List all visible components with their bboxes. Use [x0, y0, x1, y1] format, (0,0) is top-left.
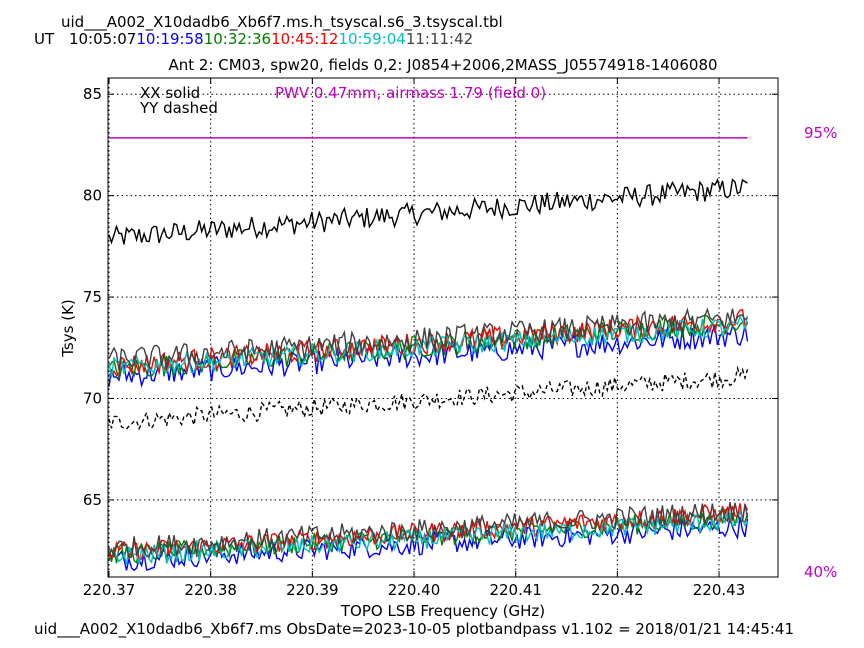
- series-10-05-07-yy: [108, 365, 749, 431]
- x-tick-label-6: 220.43: [693, 581, 746, 599]
- y-tick-label-0: 65: [83, 491, 102, 509]
- chart-title: Ant 2: CM03, spw20, fields 0,2: J0854+20…: [168, 56, 717, 75]
- ut-label: UT: [34, 30, 55, 48]
- y-tick-label-1: 70: [83, 389, 102, 407]
- series-11-11-42-xx: [108, 307, 748, 371]
- series-layer: [108, 137, 749, 572]
- ut-time-1: 10:05:07: [68, 30, 137, 48]
- ut-time-5: 10:59:04: [338, 30, 406, 48]
- series-11-11-42-yy: [108, 502, 749, 560]
- pwv-annotation: PWV 0.47mm, airmass 1.79 (field 0): [275, 84, 546, 102]
- legend-solid: XX solid: [140, 84, 200, 102]
- legend-dashed: YY dashed: [139, 99, 218, 117]
- y-tick-label-3: 80: [83, 187, 102, 205]
- filename-title: uid___A002_X10dadb6_Xb6f7.ms.h_tsyscal.s…: [61, 13, 503, 31]
- footer-text: uid___A002_X10dadb6_Xb6f7.ms ObsDate=202…: [34, 620, 794, 638]
- ut-times: 10:05:0710:19:5810:32:3610:45:1210:59:04…: [59, 30, 473, 48]
- x-tick-label-2: 220.39: [286, 581, 339, 599]
- ut-time-4: 10:45:12: [271, 30, 339, 48]
- ut-times-row: UT 10:05:0710:19:5810:32:3610:45:1210:59…: [34, 30, 473, 48]
- x-tick-label-3: 220.40: [388, 581, 441, 599]
- x-axis-label: TOPO LSB Frequency (GHz): [340, 602, 545, 620]
- atm-label-bottom: 40%: [804, 563, 837, 581]
- x-tick-label-1: 220.38: [184, 581, 237, 599]
- x-tick-label-4: 220.41: [489, 581, 542, 599]
- ut-time-2: 10:19:58: [136, 30, 204, 48]
- atm-label-top: 95%: [804, 124, 837, 142]
- x-tick-label-5: 220.42: [591, 581, 644, 599]
- ut-time-6: 11:11:42: [405, 30, 474, 48]
- y-tick-label-2: 75: [83, 288, 102, 306]
- x-tick-label-0: 220.37: [83, 581, 136, 599]
- ut-time-3: 10:32:36: [203, 30, 272, 48]
- y-axis-label: Tsys (K): [59, 299, 77, 358]
- series-10-05-07-xx: [108, 177, 748, 245]
- y-tick-label-4: 85: [83, 85, 102, 103]
- series-10-59-04-xx: [108, 315, 749, 378]
- grid-lines: [108, 78, 778, 577]
- plot-frame: [107, 77, 779, 578]
- series-10-59-04-yy: [108, 508, 749, 566]
- axis-ticks: 220.37 220.38 220.39 220.40 220.41 220.42 220.…: [83, 78, 778, 599]
